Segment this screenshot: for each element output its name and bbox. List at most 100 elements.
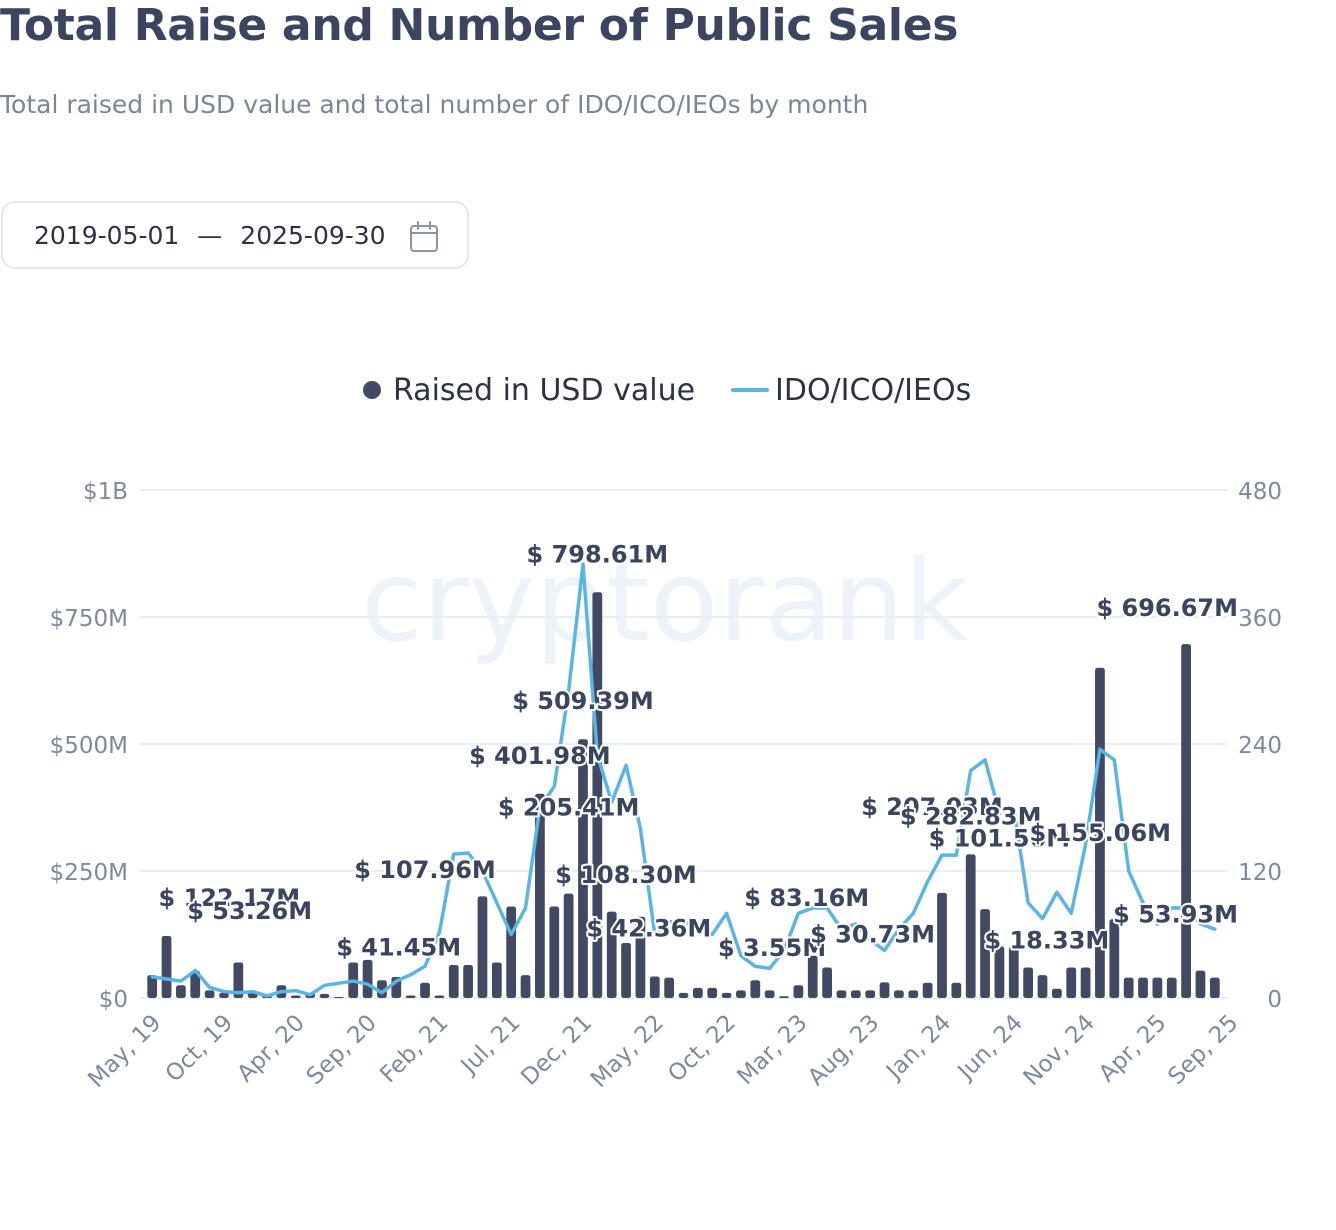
x-tick-label: Oct, 19: [161, 1010, 239, 1088]
bar: [1138, 977, 1148, 998]
bar: [894, 990, 904, 998]
legend-marker-bar: [363, 381, 381, 399]
line-point: [868, 938, 872, 941]
data-label: $ 83.16M: [744, 884, 869, 912]
x-tick-label: Sep, 20: [302, 1010, 382, 1090]
y-right-tick-label: 240: [1238, 733, 1282, 759]
bar: [1181, 644, 1191, 998]
line-point: [653, 933, 656, 936]
line-point: [883, 949, 886, 952]
x-tick-label: Jun, 24: [952, 1010, 1028, 1086]
line-point: [308, 993, 312, 997]
line-point: [711, 933, 714, 936]
bar: [779, 996, 789, 998]
line-point: [337, 981, 341, 985]
line-point: [395, 979, 398, 983]
line-point: [854, 922, 858, 926]
line-point: [466, 851, 470, 855]
line-point: [524, 906, 527, 910]
bar: [1066, 967, 1077, 998]
line-point: [969, 769, 972, 772]
bar: [204, 990, 215, 998]
bar: [807, 955, 818, 998]
line-point: [1127, 869, 1130, 873]
bar: [1080, 967, 1091, 998]
line-point: [1113, 758, 1116, 762]
line-point: [509, 933, 513, 936]
watermark-logo: cryptorank: [361, 537, 969, 667]
bar: [219, 992, 229, 998]
bar: [908, 990, 919, 998]
bar: [1166, 977, 1177, 998]
line-point: [409, 973, 412, 976]
line-point: [194, 969, 197, 972]
bar: [937, 892, 947, 998]
calendar-icon[interactable]: [409, 221, 439, 259]
y-right-tick-label: 0: [1267, 987, 1282, 1013]
line-point: [179, 979, 183, 983]
bar: [405, 995, 416, 998]
bar: [965, 854, 976, 998]
line-point: [553, 785, 556, 788]
line-point: [754, 965, 757, 968]
line-point: [538, 806, 542, 809]
bar: [922, 982, 933, 998]
x-tick-label: Apr, 20: [232, 1010, 310, 1088]
line-point: [682, 920, 685, 923]
bar: [692, 987, 703, 998]
line-point: [1012, 806, 1015, 809]
bar: [678, 992, 689, 998]
bar: [635, 916, 646, 998]
line-point: [265, 994, 269, 998]
y-left-tick-label: $750M: [50, 606, 128, 632]
bar: [434, 995, 445, 998]
date-range-start[interactable]: 2019-05-01: [34, 220, 180, 250]
page-title: Total Raise and Number of Public Sales: [0, 0, 959, 51]
line-point: [725, 912, 728, 915]
bar: [549, 906, 560, 998]
line-point: [1070, 912, 1073, 915]
line-point: [610, 801, 613, 804]
chart: cryptorank $0 0 $250M 120 $500M 240 $750M 360 $1…: [50, 373, 1282, 1093]
line-point: [452, 852, 455, 856]
x-tick-label: Nov, 24: [1019, 1010, 1100, 1091]
bar: [463, 964, 473, 998]
line-point: [1199, 922, 1202, 926]
line-point: [294, 989, 297, 992]
bar: [1123, 977, 1134, 998]
bar: [606, 911, 617, 998]
x-tick-label: May, 19: [83, 1010, 166, 1093]
bar: [850, 990, 861, 998]
line-point: [983, 758, 987, 762]
bar: [506, 906, 517, 998]
line-point: [596, 753, 599, 756]
data-label: $ 207.03M: [861, 793, 1003, 821]
line-point: [811, 906, 814, 910]
data-label: $ 3.55M: [718, 934, 826, 962]
bar: [750, 980, 761, 998]
bar: [563, 893, 574, 998]
line-point: [251, 990, 254, 993]
line-point: [940, 853, 944, 857]
line-point: [380, 991, 384, 994]
line-point: [208, 986, 211, 989]
bar: [836, 990, 847, 998]
bar: [1195, 970, 1206, 998]
line-point: [222, 990, 226, 993]
bar: [1109, 919, 1120, 998]
x-tick-label: Sep, 25: [1163, 1010, 1243, 1090]
bar: [721, 992, 732, 998]
date-range-end[interactable]: 2025-09-30: [240, 220, 386, 250]
line-point: [1184, 906, 1188, 910]
bar: [793, 985, 804, 998]
line-point: [423, 965, 427, 968]
bar: [664, 977, 675, 998]
bar: [520, 975, 531, 998]
line-point: [825, 906, 829, 910]
date-range-picker[interactable]: 2019-05-01 — 2025-09-30: [1, 201, 469, 269]
line-point: [1041, 917, 1044, 920]
bar: [161, 935, 172, 998]
bar: [879, 982, 890, 998]
bar: [377, 980, 387, 998]
bar: [333, 996, 344, 998]
